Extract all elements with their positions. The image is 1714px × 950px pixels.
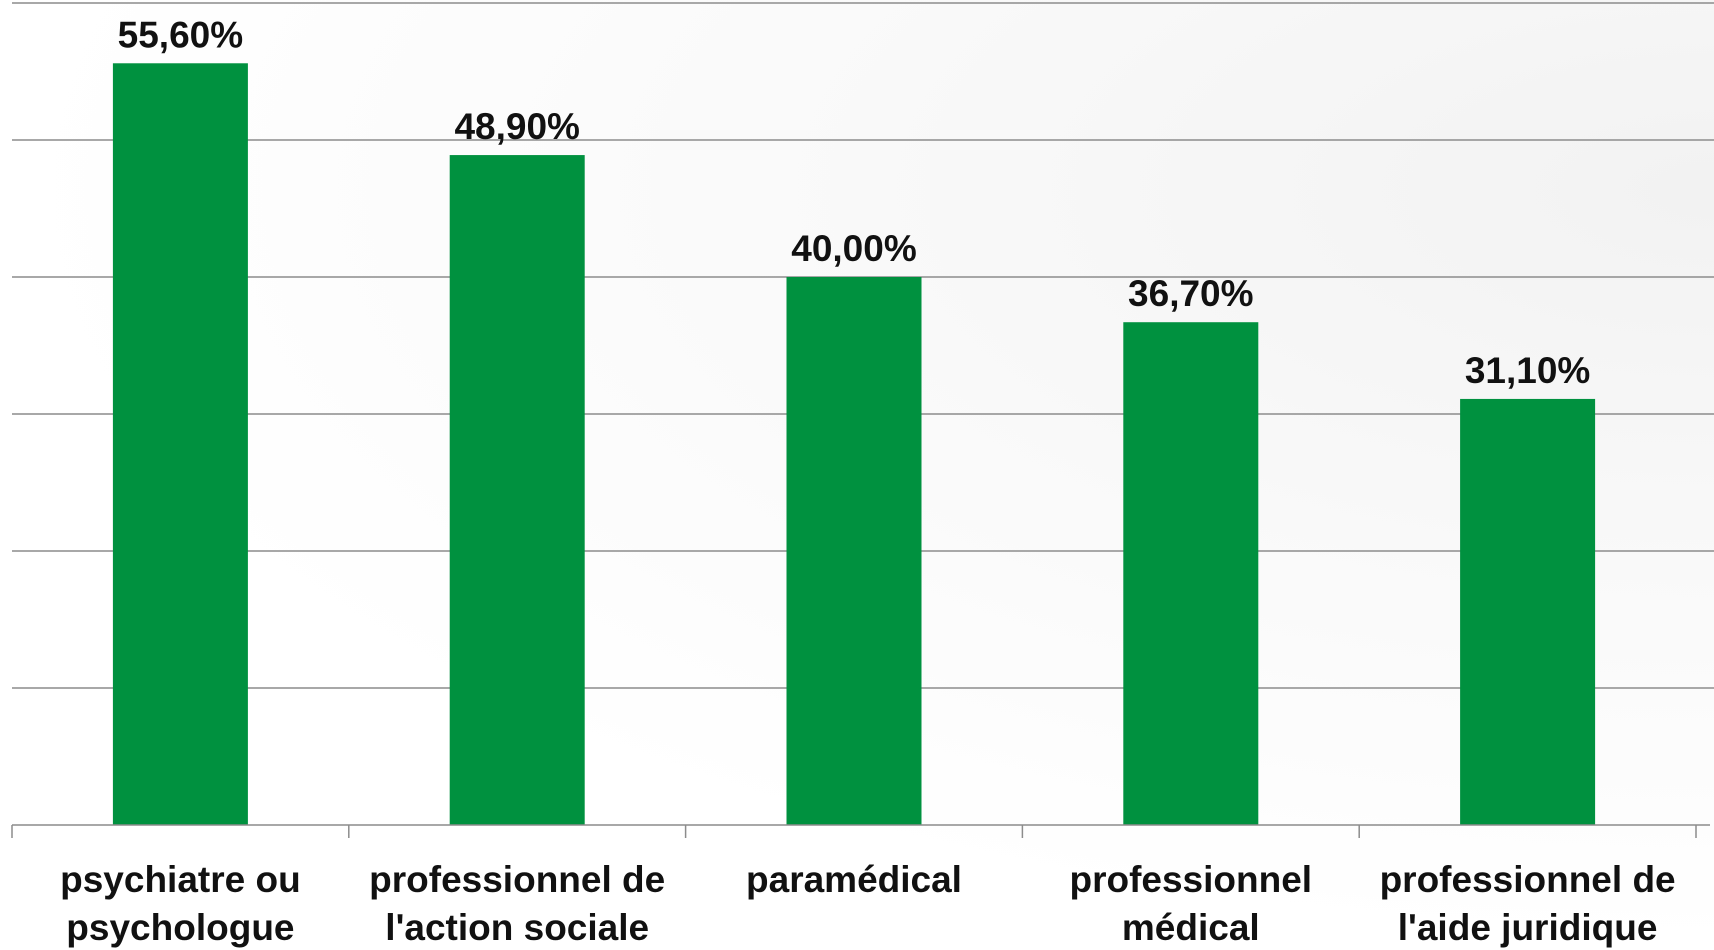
data-label-4: 36,70% (1128, 273, 1254, 314)
category-label-4-line-1: professionnel (1069, 859, 1312, 900)
category-label-4-line-2: médical (1122, 907, 1260, 948)
data-label-3: 40,00% (791, 228, 917, 269)
bars (112, 63, 1596, 825)
category-labels: psychiatre ou psychologue professionnel de… (60, 859, 1676, 948)
category-label-1-line-2: psychologue (66, 907, 294, 948)
data-labels: 55,60% 48,90% 40,00% 36,70% 31,10% (118, 14, 1591, 391)
category-label-5-line-2: l'aide juridique (1398, 907, 1658, 948)
bar-4 (1123, 322, 1259, 825)
bar-1 (112, 63, 248, 825)
data-label-2: 48,90% (454, 106, 580, 147)
data-label-1: 55,60% (118, 14, 244, 55)
category-label-1-line-1: psychiatre ou (60, 859, 301, 900)
bar-5 (1460, 398, 1596, 825)
category-label-2-line-1: professionnel de (369, 859, 665, 900)
bar-2 (449, 155, 585, 825)
category-label-2-line-2: l'action sociale (385, 907, 649, 948)
category-label-3-line-1: paramédical (746, 859, 962, 900)
bar-3 (786, 277, 922, 825)
data-label-5: 31,10% (1465, 350, 1591, 391)
x-axis (11, 824, 1710, 838)
category-label-5-line-1: professionnel de (1380, 859, 1676, 900)
